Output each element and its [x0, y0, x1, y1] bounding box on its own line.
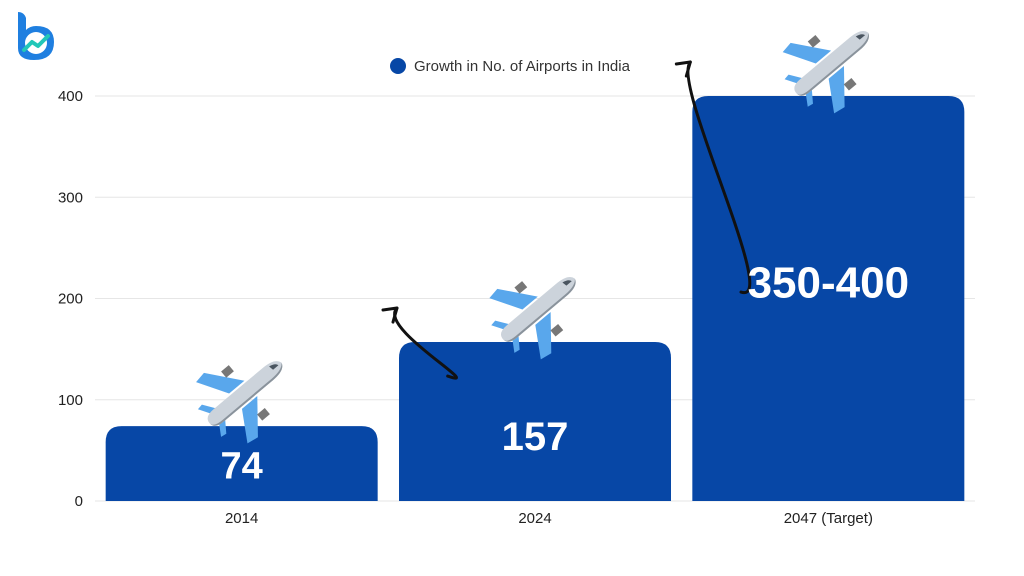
y-tick-label: 300 [58, 189, 83, 206]
y-tick-label: 200 [58, 291, 83, 308]
chart-legend: Growth in No. of Airports in India [390, 55, 630, 77]
airplane-icon [196, 361, 283, 444]
legend-label: Growth in No. of Airports in India [414, 57, 630, 75]
x-tick-label: 2047 (Target) [784, 510, 873, 527]
x-tick-label: 2014 [225, 510, 258, 527]
brand-logo-icon [18, 12, 54, 60]
data-label: 74 [221, 445, 263, 487]
airplane-icon [489, 277, 576, 360]
data-label: 157 [502, 415, 569, 459]
bar [692, 96, 965, 501]
curved-arrow-icon [381, 306, 458, 380]
airplane-icon [782, 31, 869, 114]
x-tick-label: 2024 [518, 510, 551, 527]
curved-arrow-icon [674, 60, 752, 294]
y-tick-label: 400 [58, 88, 83, 105]
y-tick-label: 100 [58, 392, 83, 409]
bar [399, 342, 671, 501]
data-label: 350-400 [748, 259, 909, 308]
y-tick-label: 0 [75, 493, 83, 510]
bar [105, 426, 378, 501]
legend-swatch [390, 58, 406, 74]
